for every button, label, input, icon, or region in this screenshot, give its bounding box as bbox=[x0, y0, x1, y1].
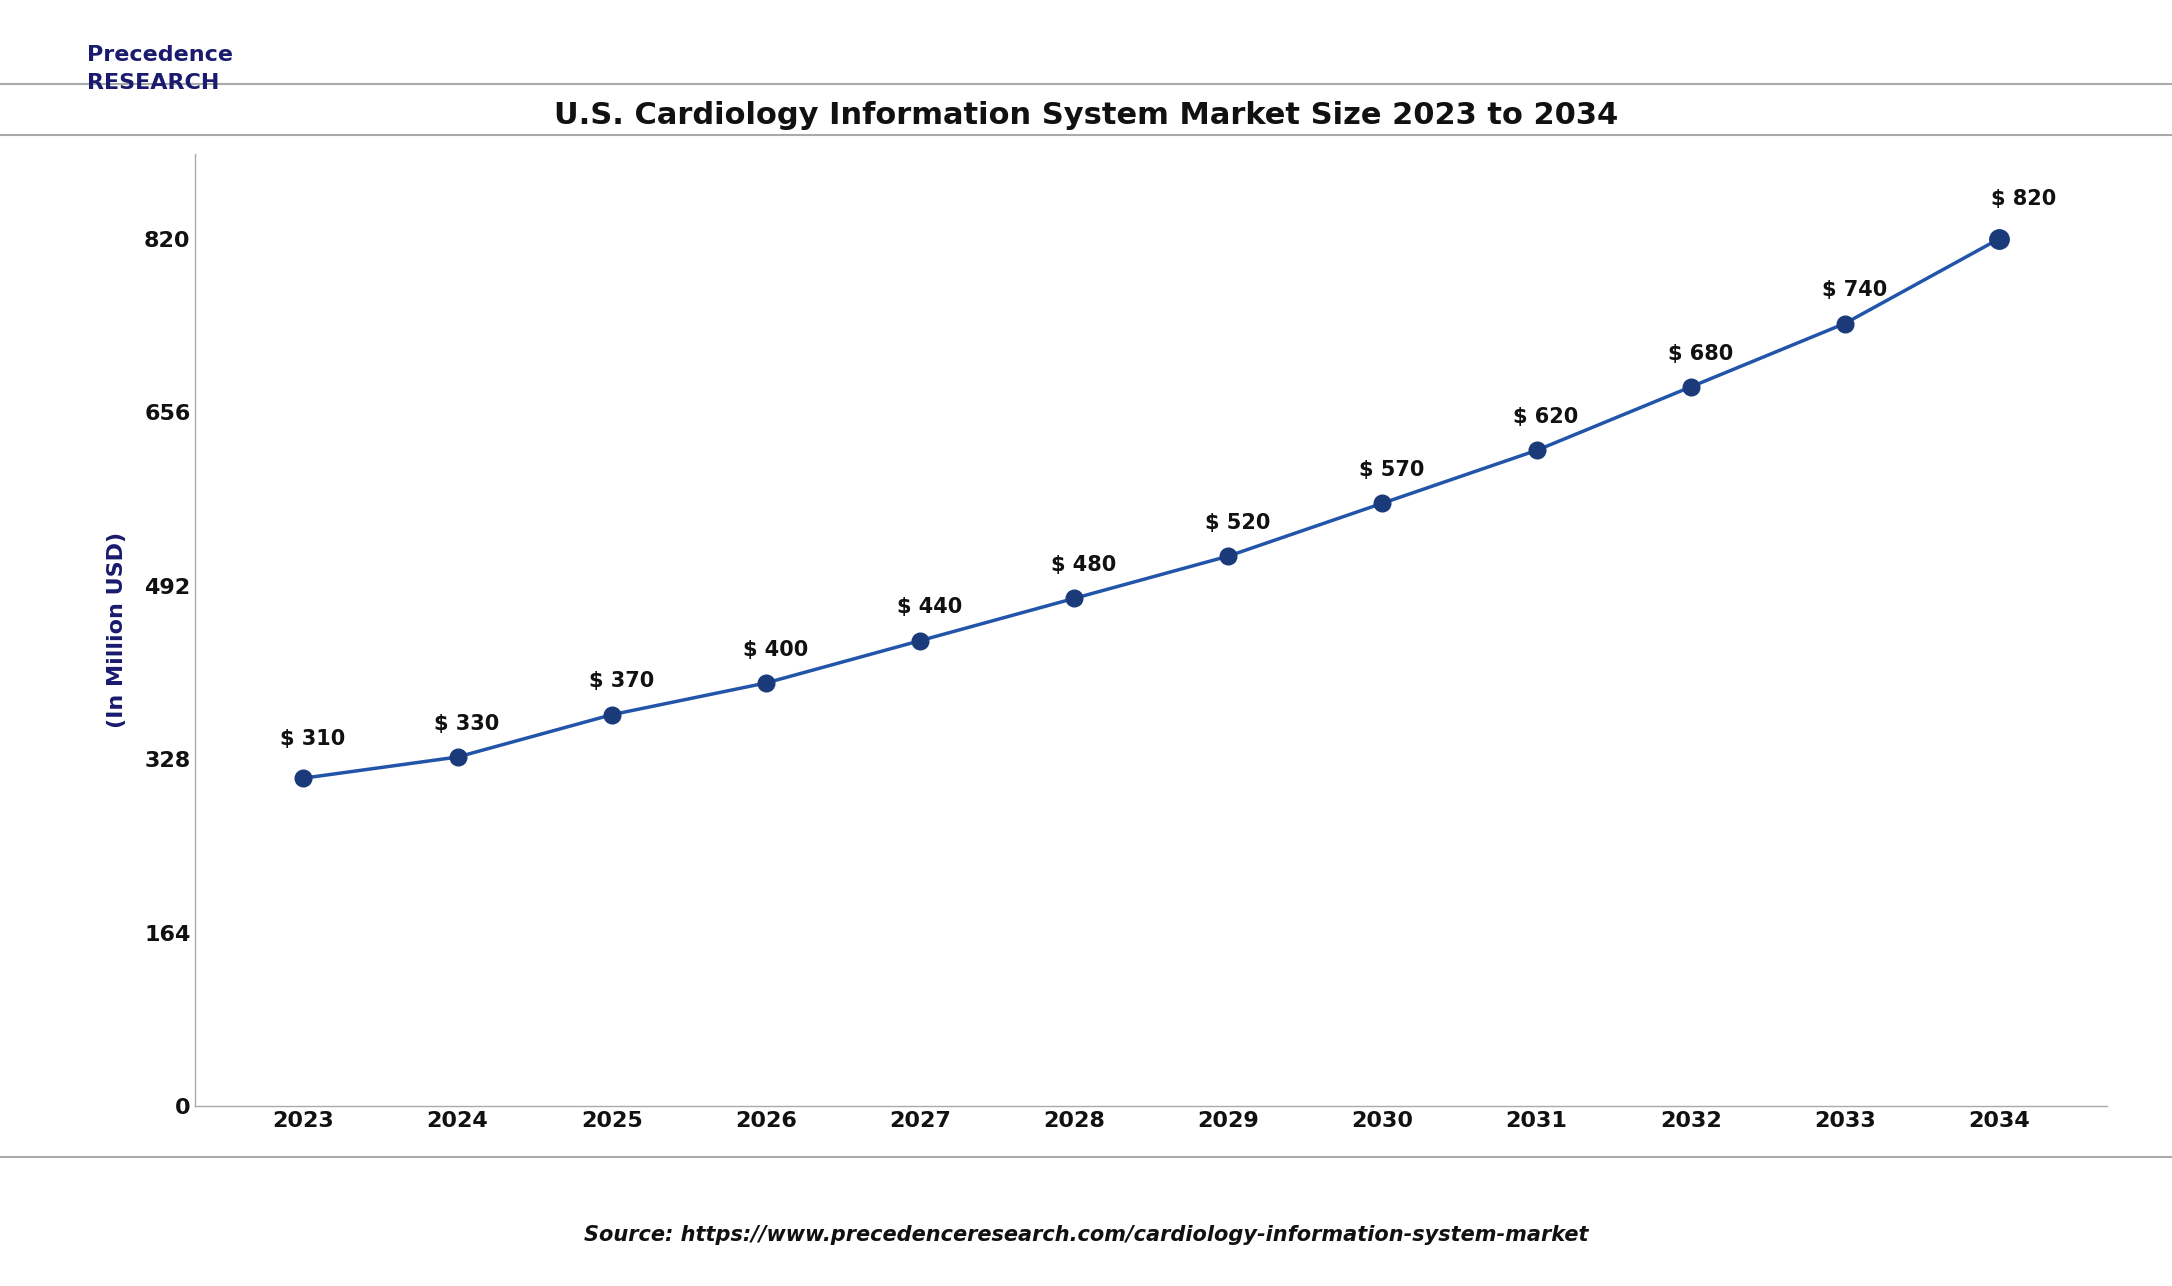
Text: $ 740: $ 740 bbox=[1822, 280, 1887, 300]
Text: $ 680: $ 680 bbox=[1668, 343, 1733, 364]
Text: $ 480: $ 480 bbox=[1051, 556, 1116, 575]
Text: $ 620: $ 620 bbox=[1514, 408, 1579, 427]
Text: $ 820: $ 820 bbox=[1992, 189, 2057, 210]
Text: $ 570: $ 570 bbox=[1360, 460, 1425, 480]
Text: Precedence
RESEARCH: Precedence RESEARCH bbox=[87, 45, 232, 93]
Text: $ 330: $ 330 bbox=[434, 714, 500, 734]
Text: $ 440: $ 440 bbox=[897, 598, 962, 617]
Text: U.S. Cardiology Information System Market Size 2023 to 2034: U.S. Cardiology Information System Marke… bbox=[554, 102, 1618, 130]
Text: $ 310: $ 310 bbox=[280, 729, 345, 748]
Text: $ 400: $ 400 bbox=[743, 639, 808, 660]
Text: Source: https://www.precedenceresearch.com/cardiology-information-system-market: Source: https://www.precedenceresearch.c… bbox=[584, 1224, 1588, 1245]
Text: $ 520: $ 520 bbox=[1205, 513, 1271, 532]
Text: $ 370: $ 370 bbox=[589, 671, 654, 692]
Y-axis label: (In Million USD): (In Million USD) bbox=[106, 532, 128, 728]
